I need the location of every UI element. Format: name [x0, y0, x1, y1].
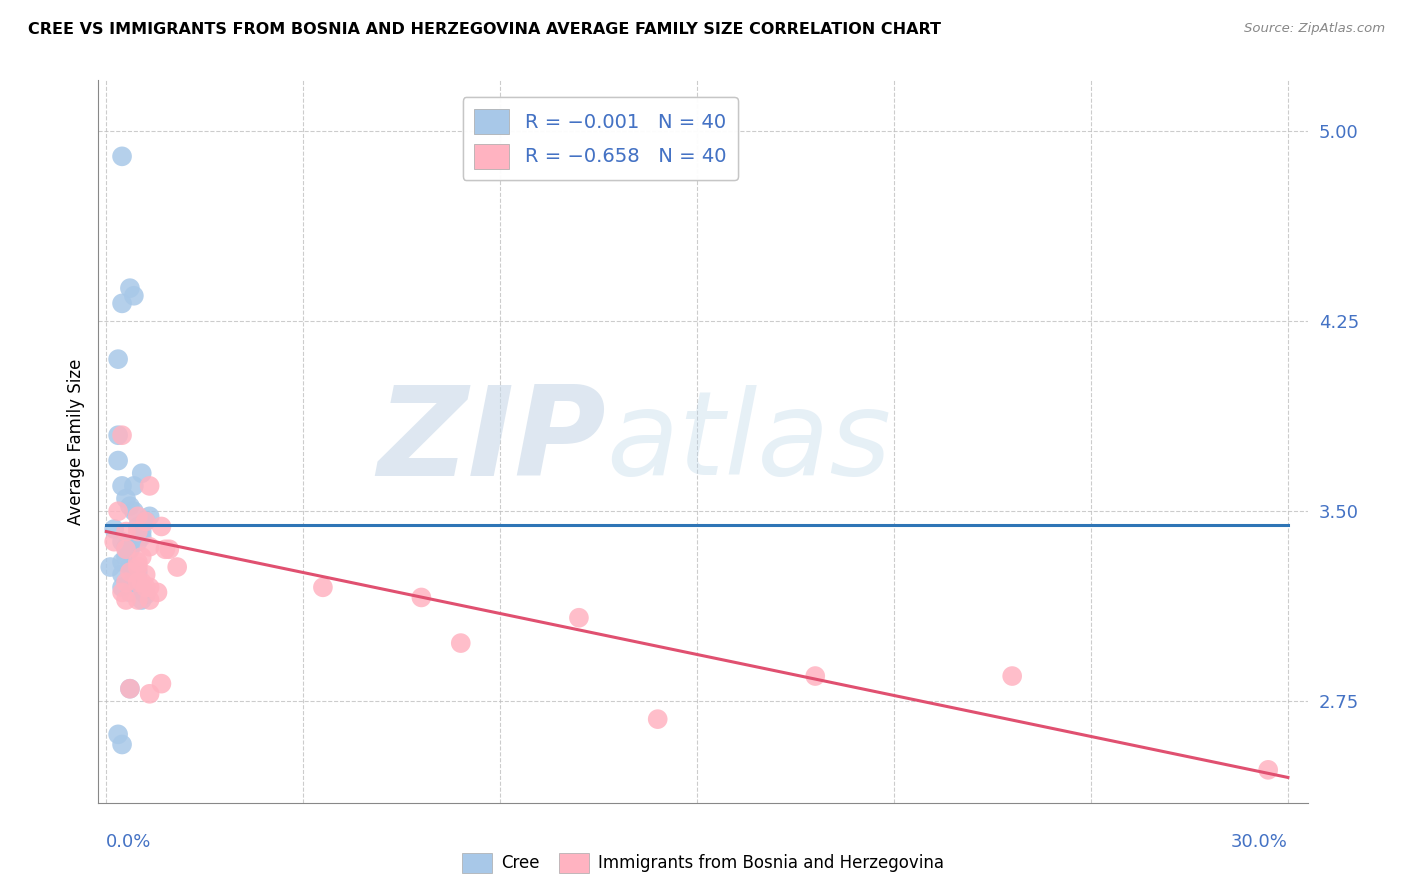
Point [127, 575, 149, 590]
Point [131, 524, 153, 539]
Text: Source: ZipAtlas.com: Source: ZipAtlas.com [1244, 22, 1385, 36]
Point [107, 428, 129, 442]
Point [118, 542, 141, 557]
Point [647, 712, 669, 726]
Point [150, 519, 173, 533]
Point [115, 524, 138, 539]
Point [103, 534, 125, 549]
Point [111, 428, 134, 442]
Point [115, 593, 138, 607]
Point [127, 555, 149, 569]
Point [804, 669, 827, 683]
Point [122, 575, 145, 590]
Point [111, 567, 134, 582]
Point [135, 588, 157, 602]
Text: 30.0%: 30.0% [1232, 833, 1288, 851]
Point [127, 593, 149, 607]
Point [150, 676, 173, 690]
Legend: R = −0.001   N = 40, R = −0.658   N = 40: R = −0.001 N = 40, R = −0.658 N = 40 [463, 97, 738, 180]
Point [115, 540, 138, 554]
Point [135, 580, 157, 594]
Point [312, 580, 335, 594]
Point [118, 681, 141, 696]
Point [568, 611, 591, 625]
Point [111, 149, 134, 163]
Point [111, 555, 134, 569]
Point [1257, 763, 1279, 777]
Point [107, 352, 129, 367]
Point [115, 542, 138, 557]
Point [1001, 669, 1024, 683]
Point [118, 681, 141, 696]
Point [138, 509, 160, 524]
Point [111, 534, 134, 549]
Point [127, 519, 149, 533]
Point [111, 585, 134, 599]
Point [135, 567, 157, 582]
Point [131, 575, 153, 590]
Point [115, 491, 138, 506]
Point [138, 687, 160, 701]
Point [131, 530, 153, 544]
Point [98, 560, 121, 574]
Point [122, 504, 145, 518]
Point [146, 585, 169, 599]
Point [107, 727, 129, 741]
Point [107, 504, 129, 518]
Point [122, 479, 145, 493]
Point [135, 515, 157, 529]
Point [138, 540, 160, 554]
Point [103, 522, 125, 536]
Point [131, 467, 153, 481]
Point [135, 515, 157, 529]
Point [138, 580, 160, 594]
Point [127, 534, 149, 549]
Point [131, 593, 153, 607]
Point [127, 524, 149, 539]
Point [127, 565, 149, 579]
Point [115, 549, 138, 564]
Text: atlas: atlas [606, 384, 891, 499]
Text: CREE VS IMMIGRANTS FROM BOSNIA AND HERZEGOVINA AVERAGE FAMILY SIZE CORRELATION C: CREE VS IMMIGRANTS FROM BOSNIA AND HERZE… [28, 22, 941, 37]
Point [157, 542, 180, 557]
Point [138, 593, 160, 607]
Point [115, 575, 138, 590]
Point [127, 509, 149, 524]
Point [122, 570, 145, 584]
Point [111, 580, 134, 594]
Text: 0.0%: 0.0% [107, 833, 152, 851]
Legend: Cree, Immigrants from Bosnia and Herzegovina: Cree, Immigrants from Bosnia and Herzego… [456, 847, 950, 880]
Point [411, 591, 433, 605]
Point [118, 560, 141, 574]
Point [138, 479, 160, 493]
Point [111, 738, 134, 752]
Point [450, 636, 472, 650]
Point [118, 281, 141, 295]
Point [118, 499, 141, 513]
Point [131, 580, 153, 594]
Point [118, 542, 141, 557]
Y-axis label: Average Family Size: Average Family Size [66, 359, 84, 524]
Point [166, 560, 188, 574]
Point [107, 453, 129, 467]
Point [127, 560, 149, 574]
Point [118, 585, 141, 599]
Point [131, 549, 153, 564]
Text: ZIP: ZIP [378, 381, 606, 502]
Point [111, 479, 134, 493]
Point [111, 296, 134, 310]
Point [118, 565, 141, 579]
Point [122, 289, 145, 303]
Point [155, 542, 177, 557]
